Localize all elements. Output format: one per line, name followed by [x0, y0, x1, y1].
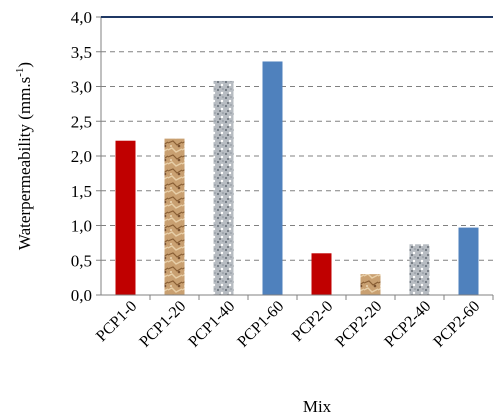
x-tick-label: PCP1-60: [234, 298, 287, 351]
y-tick-label: 2,5: [71, 112, 92, 131]
bar-pcp1-20: [164, 138, 185, 295]
x-tick-label: PCP1-20: [136, 298, 189, 351]
y-tick-label: 3,0: [71, 78, 92, 97]
y-tick-label: 1,5: [71, 182, 92, 201]
y-tick-label: 4,0: [71, 8, 92, 27]
x-tick-label: PCP1-40: [185, 298, 238, 351]
bar-pcp1-0: [115, 140, 136, 295]
y-axis-label: Waterpermeability (mm.s-1): [14, 62, 34, 250]
x-tick-label: PCP2-60: [430, 298, 483, 351]
y-axis-label-main: Waterpermeability (mm.s: [15, 77, 34, 250]
bars: [115, 61, 494, 300]
gridlines: [96, 16, 493, 296]
x-axis-label: Mix: [303, 397, 332, 416]
x-tick-label: PCP2-40: [381, 298, 434, 351]
bar-pcp2-20: [360, 274, 381, 295]
y-tick-labels: 0,0 0,5 1,0 1,5 2,0 2,5 3,0 3,5 4,0: [71, 8, 92, 305]
bar-pcp1-40: [213, 80, 234, 295]
bar-pcp2-60: [458, 227, 479, 295]
x-tick-label: PCP1-0: [93, 298, 140, 345]
y-tick-label: 0,5: [71, 251, 92, 270]
bar-pcp1-60: [262, 61, 283, 296]
y-axis-label-superscript: -1: [14, 68, 26, 77]
y-tick-label: 0,0: [71, 286, 92, 305]
bar-pcp2-40: [409, 244, 430, 295]
x-tick-label: PCP2-20: [332, 298, 385, 351]
y-tick-label: 1,0: [71, 217, 92, 236]
y-tick-label: 2,0: [71, 147, 92, 166]
x-tick-label: PCP2-0: [289, 298, 336, 345]
y-tick-label: 3,5: [71, 43, 92, 62]
bar-pcp2-0: [311, 253, 332, 295]
y-axis-label-close: ): [15, 62, 34, 68]
